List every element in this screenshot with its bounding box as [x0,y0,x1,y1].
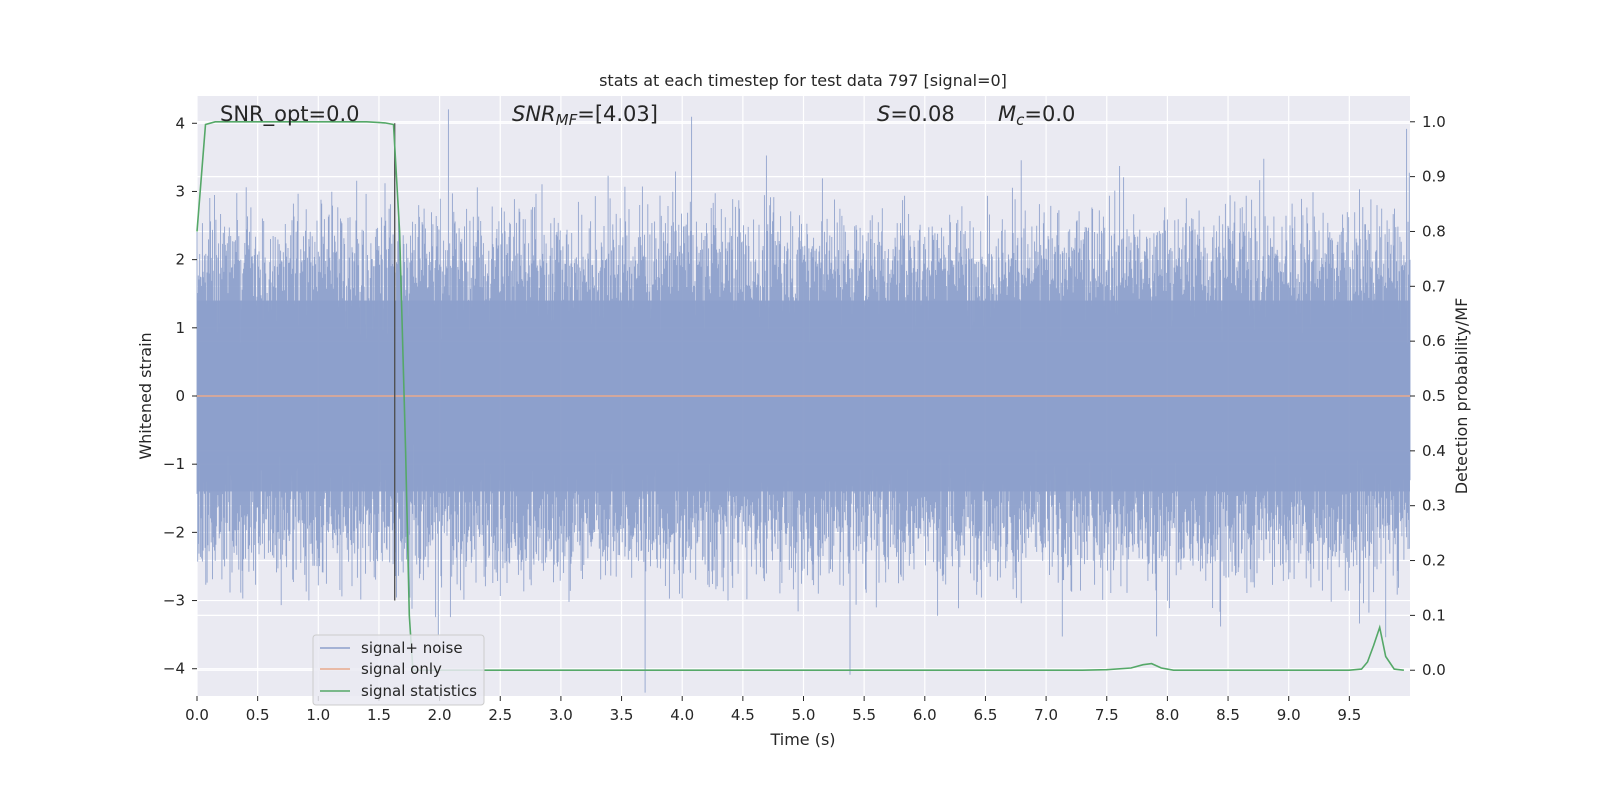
x-tick-label: 0.5 [246,706,270,724]
y-right-tick-label: 0.9 [1422,168,1446,186]
x-tick-label: 9.0 [1277,706,1301,724]
x-tick-label: 3.5 [610,706,634,724]
legend: signal+ noise signal only signal statist… [312,634,485,706]
y-left-tick-label: −2 [163,523,185,541]
y-axis-left-label: Whitened strain [136,332,155,459]
x-tick-label: 2.0 [428,706,452,724]
snr-mf-main: SNR [512,102,556,126]
x-tick-label: 5.0 [792,706,816,724]
axis-ticks: 0.0 0.5 1.0 1.5 2.0 2.5 3.0 3.5 4.0 4.5 5.0 5.5 6.0 6… [163,113,1446,724]
snr-mf-value: =[4.03] [577,102,658,126]
y-right-tick-label: 0.2 [1422,552,1446,570]
mc-subscript: c [1016,111,1025,129]
signal-statistics-series [196,121,1404,672]
x-tick-label: 4.5 [731,706,755,724]
legend-label-signal-only: signal only [361,660,442,678]
s-main: S [877,102,890,126]
y-right-tick-label: 1.0 [1422,113,1446,131]
mc-main: M [998,102,1016,126]
y-left-tick-label: 0 [175,387,185,405]
y-right-tick-label: 0.0 [1422,661,1446,679]
y-left-tick-label: 2 [175,251,185,269]
x-tick-label: 8.5 [1216,706,1240,724]
x-tick-label: 2.5 [488,706,512,724]
legend-box [312,634,485,706]
snr-opt-annotation: SNR_opt=0.0 [220,102,360,127]
x-tick-label: 1.5 [367,706,391,724]
x-tick-label: 7.5 [1095,706,1119,724]
s-annotation: S=0.08 [877,102,955,126]
y-axis-right-label: Detection probability/MF [1452,298,1471,495]
y-right-tick-label: 0.7 [1422,277,1446,295]
x-tick-label: 6.0 [913,706,937,724]
y-left-tick-label: −3 [163,592,185,610]
x-tick-label: 7.0 [1034,706,1058,724]
mc-value: =0.0 [1024,102,1075,126]
x-tick-label: 0.0 [185,706,209,724]
x-tick-label: 3.0 [549,706,573,724]
x-tick-label: 6.5 [974,706,998,724]
y-right-tick-label: 0.1 [1422,606,1446,624]
mc-annotation: Mc=0.0 [998,102,1075,129]
chart-title: stats at each timestep for test data 797… [599,71,1007,90]
x-tick-label: 4.0 [670,706,694,724]
legend-label-signal-statistics: signal statistics [361,682,477,700]
y-left-tick-label: 4 [175,114,185,132]
y-right-tick-label: 0.4 [1422,442,1446,460]
y-left-tick-label: 3 [175,182,185,200]
snr-mf-subscript: MF [556,111,578,129]
y-left-tick-label: 1 [175,319,185,337]
x-tick-label: 5.5 [852,706,876,724]
y-right-tick-label: 0.8 [1422,222,1446,240]
y-right-tick-label: 0.6 [1422,332,1446,350]
legend-label-signal-noise: signal+ noise [361,639,463,657]
x-tick-label: 8.0 [1155,706,1179,724]
x-tick-label: 9.5 [1337,706,1361,724]
x-axis-label: Time (s) [769,730,835,749]
x-tick-label: 1.0 [306,706,330,724]
y-right-tick-label: 0.3 [1422,497,1446,515]
snr-mf-annotation: SNRMF=[4.03] [512,102,658,129]
y-left-tick-label: −1 [163,455,185,473]
s-value: =0.08 [890,102,954,126]
y-right-tick-label: 0.5 [1422,387,1446,405]
y-left-tick-label: −4 [163,660,185,678]
